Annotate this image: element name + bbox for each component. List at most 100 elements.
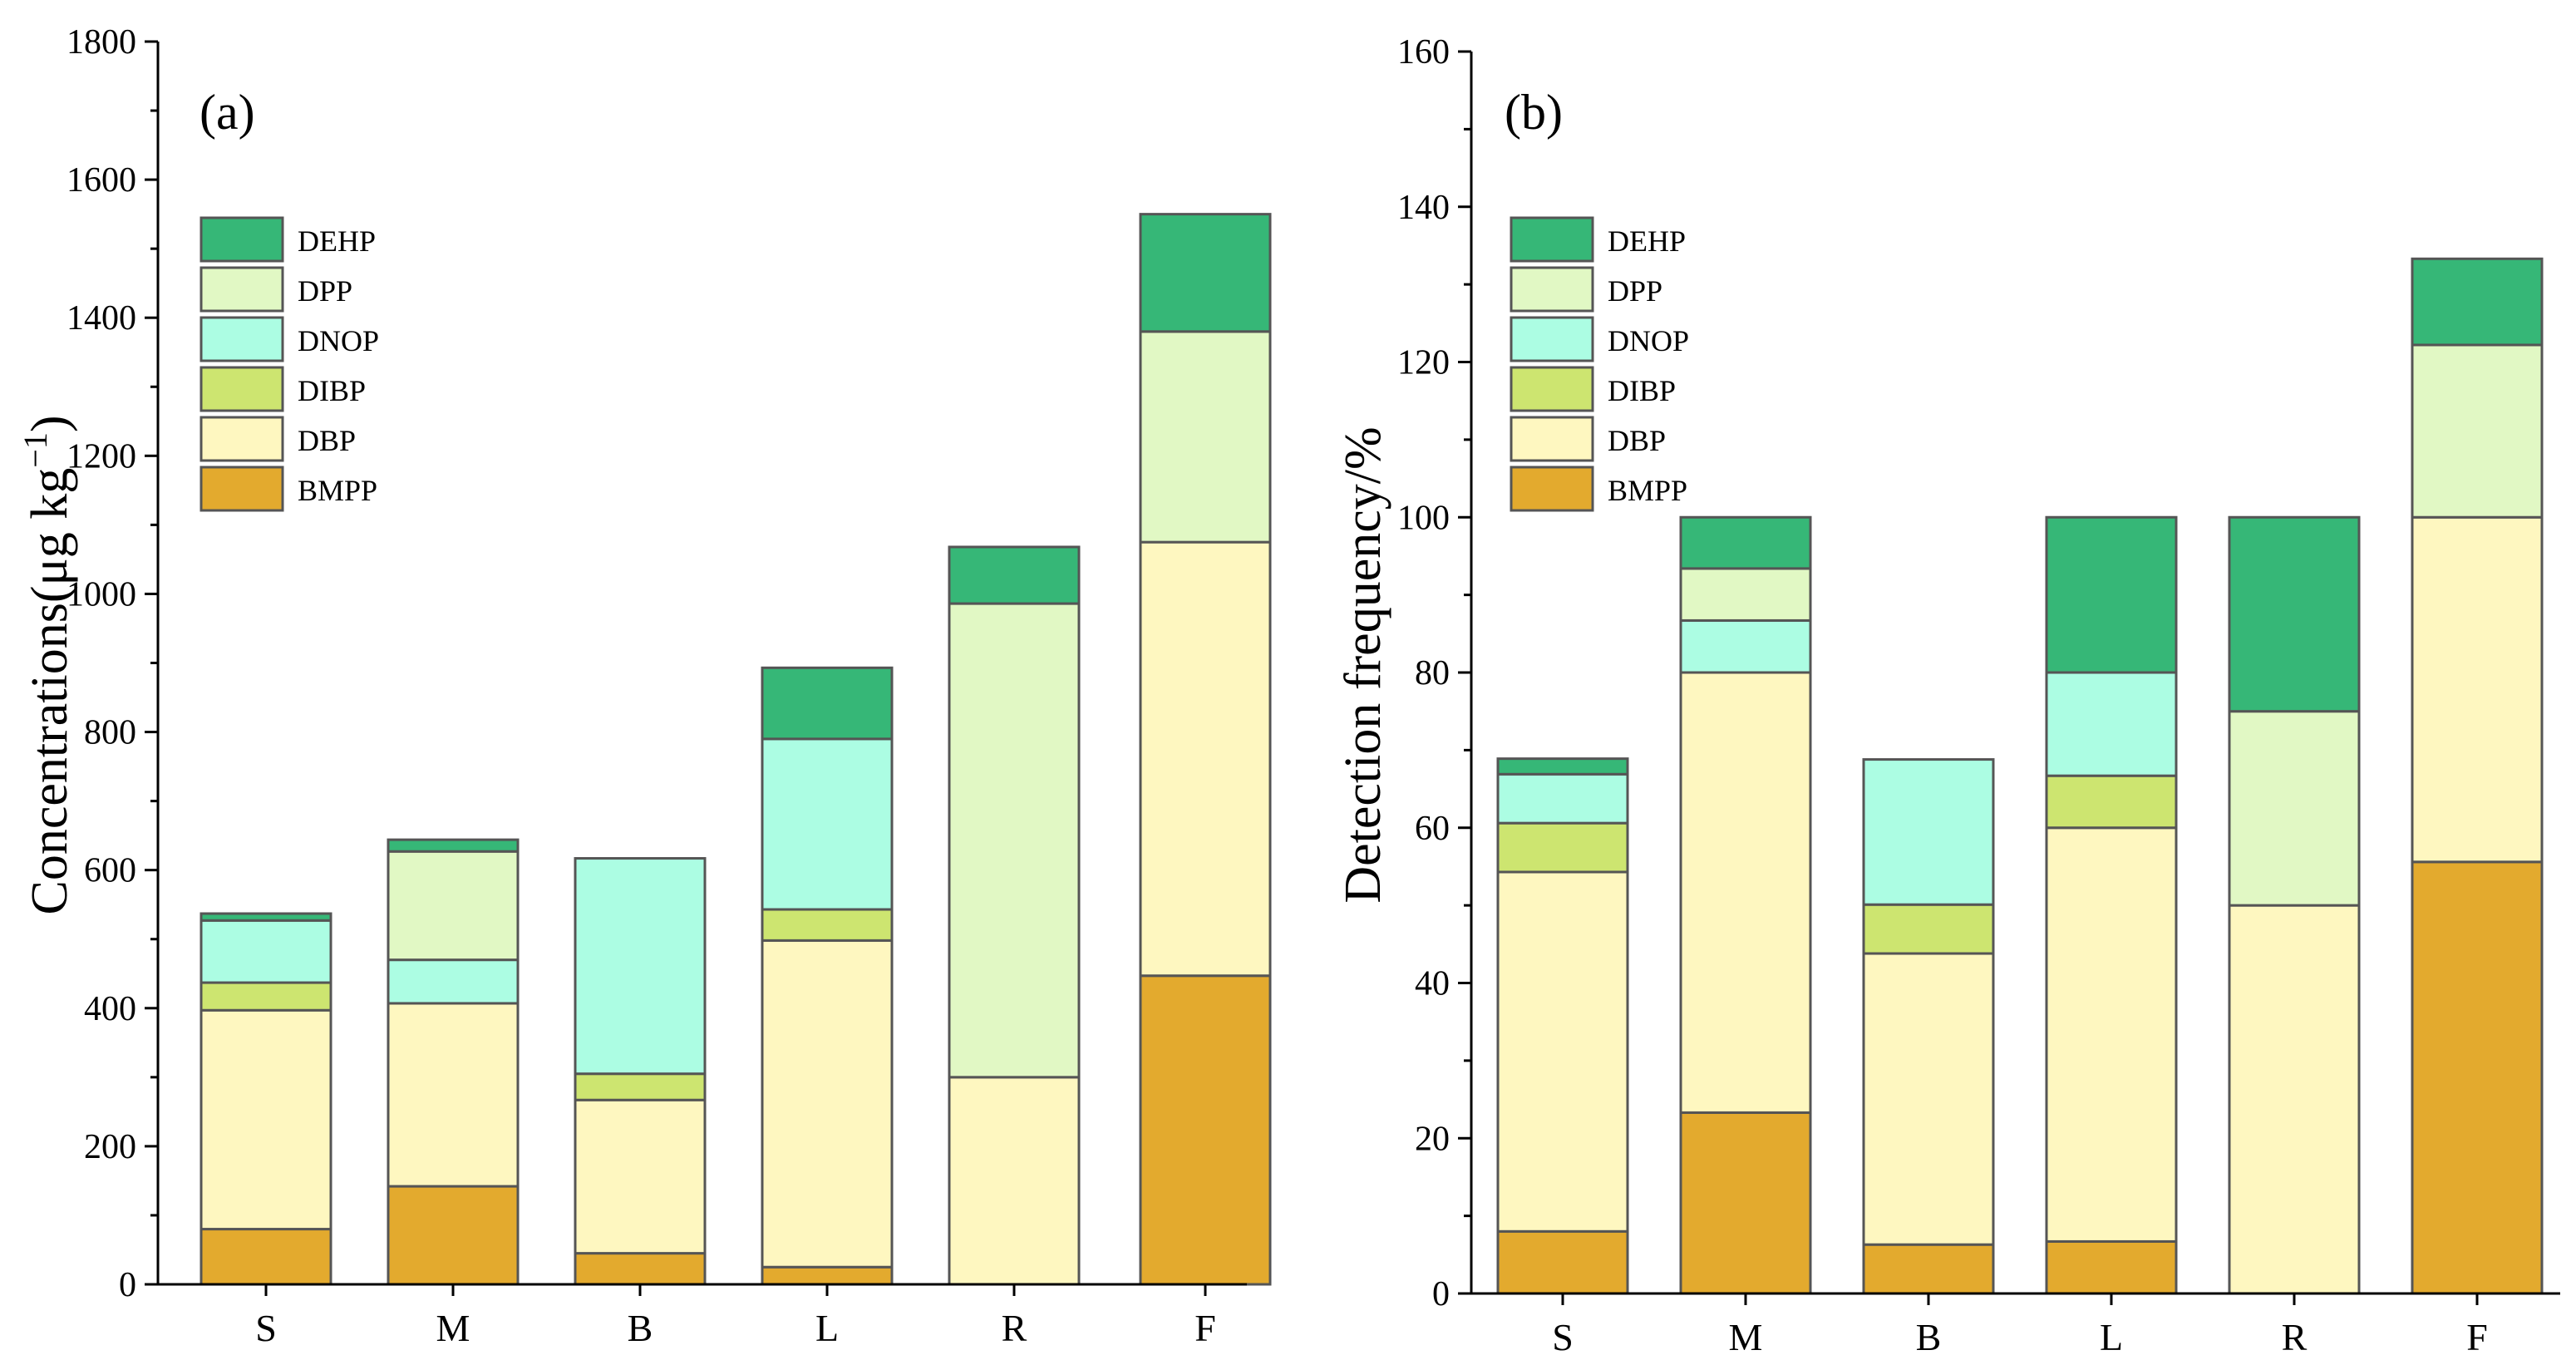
bar-dnop-b: [574, 857, 707, 1076]
y-tick-label: 1000: [66, 575, 136, 613]
legend-swatch-dnop: [1510, 316, 1594, 362]
y-tick-label: 0: [1432, 1275, 1450, 1313]
legend-swatch-dnop: [199, 316, 284, 362]
legend-swatch-dehp: [199, 216, 284, 263]
bar-dibp-b: [1862, 903, 1995, 955]
x-tick-label-m: M: [1729, 1316, 1763, 1355]
y-tick-label: 20: [1415, 1120, 1450, 1158]
y-tick-label: 800: [84, 714, 136, 752]
y-tick-label: 160: [1397, 33, 1450, 71]
y-tick-label: 1800: [66, 23, 136, 62]
y-tick-label: 0: [119, 1266, 136, 1304]
bar-dpp-f: [1139, 330, 1272, 544]
legend-label-dnop: DNOP: [298, 324, 379, 357]
bar-dehp-s: [1496, 757, 1629, 776]
bar-bmpp-f: [1139, 974, 1272, 1286]
y-axis-title-main: Detection frequency/%: [1335, 426, 1391, 903]
bar-bmpp-m: [387, 1185, 520, 1286]
legend-swatch-bmpp: [199, 466, 284, 512]
y-tick-label: 200: [84, 1128, 136, 1166]
bar-dehp-r: [2228, 515, 2361, 713]
legend-label-dbp: DBP: [298, 424, 356, 457]
bar-dibp-s: [199, 981, 332, 1012]
legend-label-dnop: DNOP: [1608, 324, 1689, 357]
y-tick-label: 1600: [66, 161, 136, 200]
legend-label-bmpp: BMPP: [1608, 474, 1687, 507]
bar-dpp-f: [2411, 343, 2544, 519]
bar-dehp-f: [2411, 257, 2544, 347]
bar-dbp-l: [761, 939, 894, 1269]
y-axis-title: Concentrations(μg kg−1): [17, 416, 78, 915]
bar-bmpp-s: [199, 1228, 332, 1286]
x-tick-label-r: R: [2282, 1316, 2308, 1355]
bar-dnop-s: [199, 919, 332, 984]
legend-label-bmpp: BMPP: [298, 474, 377, 507]
y-tick-label: 120: [1397, 344, 1450, 382]
bar-dbp-r: [948, 1076, 1081, 1286]
bar-dnop-b: [1862, 758, 1995, 906]
bar-dnop-m: [387, 958, 520, 1005]
bar-dbp-l: [2045, 826, 2178, 1243]
y-axis-title-end: ): [22, 416, 78, 433]
bar-dpp-m: [387, 850, 520, 962]
y-axis-title-superscript: −1: [17, 432, 54, 468]
legend-label-dbp: DBP: [1608, 424, 1666, 457]
bar-bmpp-f: [2411, 860, 2544, 1295]
bar-bmpp-s: [1496, 1229, 1629, 1295]
bar-bmpp-m: [1679, 1111, 1812, 1295]
y-tick-label: 1400: [66, 299, 136, 338]
x-tick-label-r: R: [1002, 1307, 1027, 1349]
legend-swatch-bmpp: [1510, 466, 1594, 512]
bar-bmpp-l: [761, 1265, 894, 1286]
legend-swatch-dibp: [199, 366, 284, 412]
y-tick-label: 40: [1415, 965, 1450, 1003]
bar-dibp-l: [761, 908, 894, 942]
panel-label: (b): [1505, 85, 1563, 140]
bar-dehp-s: [199, 912, 332, 922]
x-tick-label-s: S: [255, 1307, 277, 1349]
bar-bmpp-b: [574, 1252, 707, 1286]
bar-dibp-s: [1496, 821, 1629, 874]
legend-label-dpp: DPP: [298, 274, 352, 308]
legend-label-dpp: DPP: [1608, 274, 1662, 308]
x-tick-label-b: B: [1916, 1316, 1942, 1355]
legend-swatch-dibp: [1510, 366, 1594, 412]
y-tick-label: 140: [1397, 189, 1450, 227]
bar-dbp-f: [2411, 515, 2544, 864]
x-tick-label-s: S: [1552, 1316, 1574, 1355]
panel-a-concentrations-chart: 0 200 400 600 800 1000 1200 1400 1600 1800 S M B L R F C…: [17, 23, 1272, 1349]
bar-dehp-f: [1139, 213, 1272, 333]
bar-dbp-b: [1862, 952, 1995, 1246]
legend-swatch-dbp: [1510, 416, 1594, 462]
bar-dnop-l: [2045, 671, 2178, 777]
bar-dehp-m: [387, 838, 520, 853]
panel-label: (a): [199, 85, 255, 140]
y-tick-label: 60: [1415, 810, 1450, 848]
bar-dbp-m: [1679, 671, 1812, 1114]
y-tick-label: 80: [1415, 654, 1450, 692]
x-tick-label-l: L: [815, 1307, 839, 1349]
y-tick-label: 600: [84, 852, 136, 890]
x-tick-label-l: L: [2100, 1316, 2123, 1355]
bar-dibp-l: [2045, 774, 2178, 830]
bar-dehp-l: [761, 666, 894, 741]
x-tick-label-m: M: [436, 1307, 470, 1349]
bar-dbp-s: [199, 1008, 332, 1231]
bar-dpp-m: [1679, 567, 1812, 622]
bar-dbp-s: [1496, 870, 1629, 1233]
bar-dnop-l: [761, 737, 894, 911]
bar-bmpp-l: [2045, 1239, 2178, 1295]
legend-label-dibp: DIBP: [298, 374, 366, 407]
bar-dbp-b: [574, 1098, 707, 1255]
legend-swatch-dbp: [199, 416, 284, 462]
bar-dbp-m: [387, 1002, 520, 1188]
bar-dibp-b: [574, 1072, 707, 1101]
bar-dpp-r: [2228, 710, 2361, 907]
legend-label-dibp: DIBP: [1608, 374, 1676, 407]
y-axis-title-main: Concentrations(μg kg: [22, 468, 78, 915]
bar-dehp-m: [1679, 515, 1812, 570]
bar-bmpp-b: [1862, 1243, 1995, 1295]
legend-swatch-dehp: [1510, 216, 1594, 263]
bar-dbp-r: [2228, 904, 2361, 1295]
